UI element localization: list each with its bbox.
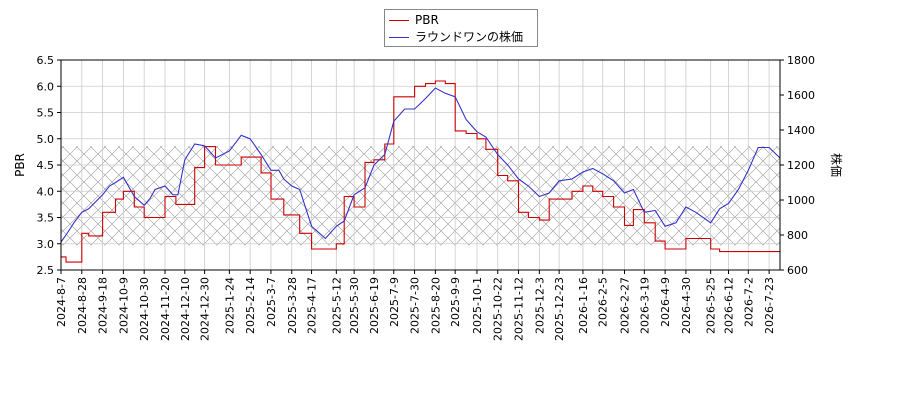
legend-label-pbr: PBR <box>415 13 439 27</box>
x-tick-label: 2025-4-17 <box>306 277 319 334</box>
series-line-pbr <box>61 80 780 263</box>
right-tick-label: 1400 <box>787 124 815 137</box>
x-tick-label: 2026-2-5 <box>597 277 610 327</box>
legend: PBR ラウンドワンの株価 <box>384 9 538 47</box>
x-tick-label: 2026-6-12 <box>723 277 736 334</box>
x-axis: 2024-8-7 2024-8-28 2024-9-18 2024-10-9 2024-… <box>55 270 776 341</box>
x-tick-label: 2025-3-28 <box>286 277 299 334</box>
left-tick-label: 6.0 <box>37 80 55 93</box>
left-axis: 2.5 3.0 3.5 4.0 4.5 5.0 5.5 6.0 6.5 <box>37 54 61 277</box>
series-line-price <box>60 87 781 243</box>
x-tick-label: 2025-12-3 <box>533 277 546 334</box>
left-tick-label: 5.5 <box>37 107 55 120</box>
y-axis-right-title: 株価 <box>829 153 844 177</box>
x-tick-label: 2025-9-9 <box>449 277 462 327</box>
right-tick-label: 600 <box>787 264 808 277</box>
x-tick-label: 2024-11-20 <box>159 277 172 341</box>
right-tick-label: 1200 <box>787 159 815 172</box>
left-tick-label: 2.5 <box>37 264 55 277</box>
y-axis-left-title: PBR <box>13 153 27 177</box>
right-tick-label: 800 <box>787 229 808 242</box>
legend-swatch-pbr <box>389 20 409 21</box>
x-tick-label: 2026-7-23 <box>763 277 776 334</box>
right-tick-label: 1600 <box>787 89 815 102</box>
x-tick-label: 2025-11-12 <box>513 277 526 341</box>
x-tick-label: 2025-5-12 <box>330 277 343 334</box>
right-tick-label: 1800 <box>787 54 815 67</box>
right-axis: 600 800 1000 1200 1400 1600 1800 <box>780 54 815 277</box>
hatched-band-area <box>61 146 780 246</box>
x-tick-label: 2025-7-30 <box>409 277 422 334</box>
x-tick-label: 2025-3-7 <box>265 277 278 327</box>
legend-swatch-price <box>389 37 409 38</box>
x-tick-label: 2024-8-28 <box>76 277 89 334</box>
x-tick-label: 2024-8-7 <box>55 277 68 327</box>
left-tick-label: 3.0 <box>37 238 55 251</box>
legend-item-price: ラウンドワンの株価 <box>389 29 523 45</box>
x-tick-label: 2025-10-1 <box>471 277 484 334</box>
legend-label-price: ラウンドワンの株価 <box>415 30 524 44</box>
legend-item-pbr: PBR <box>389 12 439 28</box>
x-tick-label: 2025-5-30 <box>348 277 361 334</box>
x-tick-label: 2026-4-30 <box>680 277 693 334</box>
left-tick-label: 4.5 <box>37 159 55 172</box>
x-tick-label: 2026-7-2 <box>742 277 755 327</box>
right-tick-label: 1000 <box>787 194 815 207</box>
x-tick-label: 2024-9-18 <box>97 277 110 334</box>
series-layer <box>60 80 781 263</box>
left-tick-label: 6.5 <box>37 54 55 67</box>
left-tick-label: 4.0 <box>37 185 55 198</box>
x-tick-label: 2025-2-14 <box>244 277 257 334</box>
x-tick-label: 2024-10-30 <box>138 277 151 341</box>
left-tick-label: 5.0 <box>37 133 55 146</box>
x-tick-label: 2026-5-25 <box>705 277 718 334</box>
x-tick-label: 2025-10-22 <box>492 277 505 341</box>
x-tick-label: 2026-1-16 <box>577 277 590 334</box>
x-tick-label: 2026-2-27 <box>619 277 632 334</box>
x-tick-label: 2024-12-30 <box>199 277 212 341</box>
x-tick-label: 2024-12-10 <box>179 277 192 341</box>
left-tick-label: 3.5 <box>37 212 55 225</box>
x-tick-label: 2025-12-23 <box>553 277 566 341</box>
x-tick-label: 2025-7-9 <box>388 277 401 327</box>
x-tick-label: 2026-4-9 <box>659 277 672 327</box>
hatched-band <box>61 146 780 246</box>
x-tick-label: 2025-6-19 <box>368 277 381 334</box>
x-tick-label: 2026-3-19 <box>638 277 651 334</box>
x-tick-label: 2025-8-20 <box>429 277 442 334</box>
x-tick-label: 2024-10-9 <box>117 277 130 334</box>
x-tick-label: 2025-1-24 <box>223 277 236 334</box>
